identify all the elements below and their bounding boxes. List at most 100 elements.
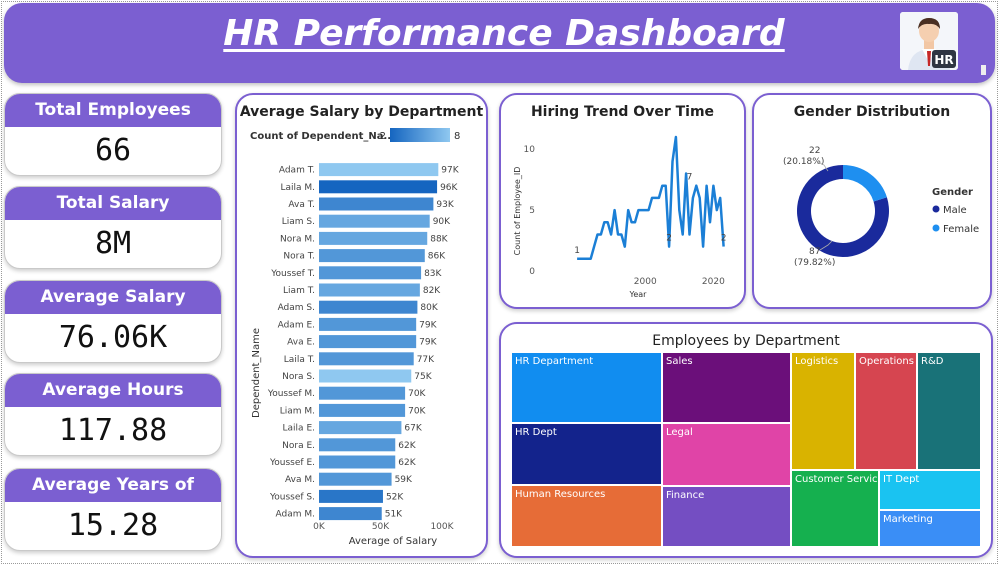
treemap-tile-label: HR Dept (515, 427, 557, 438)
kpi-average-years-of-service: Average Years of Service 15.28 (4, 468, 222, 551)
bar[interactable] (319, 403, 406, 417)
category-label: Nora E. (282, 441, 315, 451)
bar[interactable] (319, 489, 383, 503)
treemap-tile[interactable]: Customer Service (791, 470, 879, 547)
treemap-tile[interactable]: IT Dept (879, 470, 981, 510)
bar[interactable] (319, 455, 396, 469)
treemap-tile-label: HR Department (515, 356, 594, 367)
hr-avatar: HR (900, 12, 958, 70)
bar[interactable] (319, 317, 417, 331)
leader-line (815, 160, 829, 172)
bar[interactable] (319, 386, 406, 400)
category-label: Laila T. (284, 355, 315, 365)
category-label: Liam T. (283, 286, 315, 296)
treemap-tile[interactable]: HR Department (511, 352, 662, 423)
treemap-tile[interactable]: Human Resources (511, 485, 662, 547)
bar[interactable] (319, 352, 414, 366)
legend-item-female[interactable]: Female (943, 224, 979, 235)
bar[interactable] (319, 163, 439, 177)
treemap-tile[interactable]: Logistics (791, 352, 855, 470)
bar[interactable] (319, 214, 430, 228)
x-tick-label: 0K (313, 522, 326, 532)
bar[interactable] (319, 472, 392, 486)
treemap-tile[interactable]: Legal (662, 423, 791, 486)
data-label: 96K (440, 183, 458, 193)
treemap-tile[interactable]: Marketing (879, 510, 981, 547)
slice-value-label: 22 (809, 146, 820, 156)
bar[interactable] (319, 283, 420, 297)
kpi-value: 8M (94, 226, 132, 261)
bar[interactable] (319, 300, 418, 314)
treemap-tile-label: IT Dept (883, 474, 920, 485)
treemap-tile-label: Operations (859, 356, 914, 367)
kpi-value: 66 (94, 133, 132, 168)
y-tick-label: 5 (529, 206, 535, 216)
treemap-tile[interactable]: Sales (662, 352, 791, 423)
bar[interactable] (319, 266, 422, 280)
kpi-label: Average Hours Worked (5, 374, 221, 433)
data-label: 70K (408, 389, 426, 399)
bar[interactable] (319, 335, 417, 349)
header-banner: HR Performance Dashboard HR (4, 3, 995, 83)
y-tick-label: 0 (529, 267, 535, 277)
x-axis-label: Year (629, 290, 648, 299)
bar[interactable] (319, 369, 412, 383)
hiring-trend-panel: Hiring Trend Over Time Count of Employee… (499, 93, 746, 309)
kpi-label: Average Salary (5, 281, 221, 314)
person-icon: HR (900, 12, 958, 70)
data-label: 83K (424, 269, 442, 279)
kpi-value: 76.06K (58, 320, 168, 355)
kpi-average-salary: Average Salary 76.06K (4, 280, 222, 363)
bar[interactable] (319, 421, 402, 435)
legend-item-male[interactable]: Male (943, 205, 967, 216)
treemap-tile-label: Sales (666, 356, 693, 367)
data-label: 52K (386, 492, 404, 502)
category-label: Ava M. (285, 475, 315, 485)
x-tick-label: 2000 (634, 277, 657, 287)
legend-swatch-male (932, 205, 940, 213)
bar[interactable] (319, 438, 396, 452)
data-label: 1 (574, 246, 580, 256)
treemap-tile-label: Human Resources (515, 489, 606, 500)
gender-distribution-panel: Gender Distribution 87 (79.82%) 22 (20.18%)… (752, 93, 992, 309)
bar[interactable] (319, 507, 382, 521)
bar[interactable] (319, 197, 434, 211)
category-label: Ava E. (287, 338, 315, 348)
hiring-trend-chart: Count of Employee_ID Year 0 5 10 2000 2020 1 2… (513, 135, 726, 299)
donut-slice[interactable] (843, 165, 887, 202)
category-label: Nora T. (283, 252, 315, 262)
category-label: Nora M. (280, 234, 315, 244)
category-label: Youssef T. (270, 269, 315, 279)
leader-line (819, 240, 833, 251)
treemap-tile[interactable]: R&D (917, 352, 981, 470)
kpi-average-hours-worked: Average Hours Worked 117.88 (4, 373, 222, 456)
x-tick-label: 100K (430, 522, 454, 532)
treemap-tile[interactable]: Operations (855, 352, 917, 470)
kpi-value: 117.88 (58, 413, 168, 448)
treemap-tile-label: Logistics (795, 356, 839, 367)
series-line[interactable] (577, 135, 725, 261)
category-label: Adam E. (278, 320, 315, 330)
department-treemap: HR Department HR Dept Human Resources Sales… (511, 352, 981, 547)
data-label: 62K (398, 441, 416, 451)
bar[interactable] (319, 180, 438, 194)
kpi-label: Total Employees (5, 94, 221, 127)
slice-percent-label: (20.18%) (783, 157, 824, 167)
scrollbar-handle[interactable] (981, 65, 986, 75)
x-tick-label: 2020 (702, 277, 725, 287)
color-legend-min: 2 (380, 131, 386, 142)
bar[interactable] (319, 231, 428, 245)
data-label: 79K (419, 338, 437, 348)
page-title: HR Performance Dashboard (223, 13, 785, 54)
kpi-value: 15.28 (67, 508, 159, 543)
legend-swatch-female (932, 224, 940, 232)
donut-slice[interactable] (797, 165, 890, 257)
category-label: Laila M. (280, 183, 315, 193)
y-tick-label: 10 (524, 145, 536, 155)
bar[interactable] (319, 249, 425, 263)
treemap-tile[interactable]: Finance (662, 486, 791, 547)
treemap-tile[interactable]: HR Dept (511, 423, 662, 485)
gender-donut-chart: 87(79.82%) 22(20.18%) Gender Male Female (783, 146, 979, 268)
color-legend-gradient (390, 128, 450, 142)
